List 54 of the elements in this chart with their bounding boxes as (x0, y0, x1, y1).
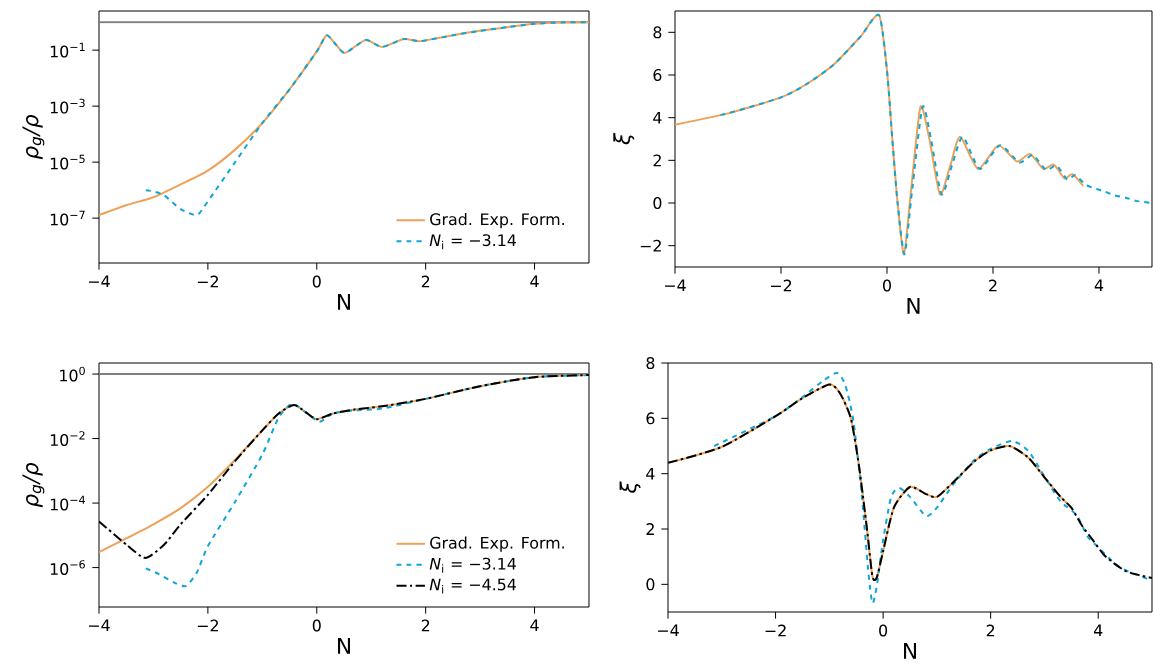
x-tick-label: 4 (530, 275, 539, 288)
x-tick-label: −2 (765, 624, 786, 637)
legend-label: N$_{i}$ = −4.54 (429, 578, 516, 594)
x-axis-title: N (338, 293, 350, 310)
legend-label: Grad. Exp. Form. (430, 213, 564, 229)
y-tick-label: 8 (653, 26, 662, 39)
legend-label: N$_{i}$ = −3.14 (429, 557, 516, 573)
x-tick-label: −4 (665, 279, 686, 292)
y-tick-label: 10$^{−6}$ (50, 560, 85, 576)
y-tick-label: 10$^{−1}$ (50, 42, 85, 58)
x-tick-label: 2 (989, 279, 997, 292)
y-tick-label: 0 (653, 197, 662, 209)
x-tick-label: 4 (1094, 279, 1104, 292)
y-tick-label: 6 (646, 412, 655, 425)
y-axis-title: ξ (619, 481, 641, 493)
y-tick-label: 4 (653, 111, 662, 124)
x-tick-label: −2 (771, 279, 792, 292)
y-tick-label: 10$^{−3}$ (50, 98, 85, 114)
y-tick-label: 2 (653, 154, 661, 167)
y-axis-title: ρ$_{g}$/ρ (22, 462, 45, 508)
y-axis-title: ρ$_{g}$/ρ (22, 114, 45, 160)
x-axis-title: N (907, 297, 920, 314)
x-tick-label: 2 (421, 619, 430, 632)
y-tick-label: 10$^{−7}$ (50, 210, 85, 226)
x-tick-label: −4 (89, 619, 110, 632)
y-tick-label: 8 (646, 357, 655, 370)
x-tick-label: 4 (530, 619, 539, 632)
y-tick-label: 10$^{−5}$ (50, 154, 85, 170)
y-axis-title: ξ (613, 132, 635, 145)
x-tick-label: −4 (658, 624, 679, 637)
x-tick-label: 0 (883, 279, 891, 292)
x-tick-label: 0 (312, 275, 321, 288)
y-tick-label: 10$^{−4}$ (50, 495, 85, 511)
y-tick-label: 4 (646, 467, 655, 480)
x-tick-label: −4 (89, 275, 110, 288)
y-tick-label: 10$^{0}$ (60, 366, 85, 382)
x-tick-label: 0 (312, 619, 321, 632)
legend-label: Grad. Exp. Form. (430, 536, 564, 552)
x-tick-label: 2 (986, 624, 995, 637)
y-tick-label: 0 (646, 578, 655, 591)
x-tick-label: 4 (1093, 624, 1103, 637)
x-tick-label: 2 (421, 275, 430, 288)
y-tick-label: 6 (653, 68, 662, 81)
x-tick-label: −2 (197, 619, 218, 632)
y-tick-label: −2 (640, 239, 661, 252)
x-tick-label: 0 (879, 624, 888, 637)
x-axis-title: N (338, 637, 350, 654)
y-tick-label: 2 (646, 523, 654, 535)
line-series (719, 14, 1152, 256)
y-tick-label: 10$^{−2}$ (50, 431, 85, 446)
x-axis-title: N (904, 642, 916, 659)
x-tick-label: −2 (197, 275, 218, 288)
legend-label: N$_{i}$ = −3.14 (429, 234, 516, 250)
line-series (675, 14, 1085, 256)
